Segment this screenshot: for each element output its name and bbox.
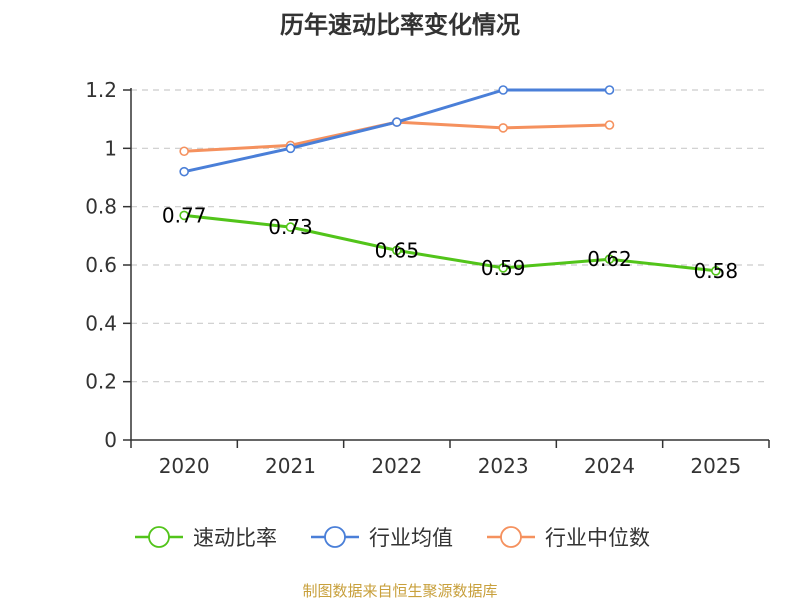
legend-item: 行业均值 [311, 526, 453, 550]
series-lines [179, 85, 721, 276]
legend-marker-icon [148, 526, 170, 548]
data-point-0 [179, 210, 189, 221]
source-note: 制图数据来自恒生聚源数据库 [302, 582, 497, 600]
data-label: 0.62 [587, 247, 632, 271]
data-point-2 [498, 123, 508, 133]
chart-title: 历年速动比率变化情况 [280, 11, 520, 39]
data-point-1 [392, 117, 402, 127]
x-tick-label: 2021 [265, 454, 316, 478]
series-line-0 [182, 213, 718, 273]
data-point-1 [179, 166, 189, 177]
series-line-1 [182, 88, 611, 174]
x-tick-label: 2022 [371, 454, 422, 478]
legend-marker-icon [500, 526, 522, 548]
legend-marker-icon [324, 526, 346, 548]
y-tick-label: 0 [104, 428, 117, 452]
legend-label: 行业均值 [369, 526, 453, 550]
y-tick-label: 0.4 [85, 311, 117, 335]
axes: 0 0.2 0.4 0.6 0.8 1 1.2 2020 2021 2022 2023 2024 202… [85, 78, 770, 478]
data-label: 0.59 [481, 256, 526, 280]
data-point-1 [604, 85, 615, 95]
x-tick-label: 2024 [584, 454, 635, 478]
data-point-0 [392, 245, 402, 256]
data-label: 0.58 [694, 259, 739, 283]
legend-label: 行业中位数 [545, 526, 650, 550]
data-point-1 [285, 143, 296, 154]
gridlines [131, 89, 769, 383]
y-tick-label: 0.6 [85, 253, 117, 277]
x-tick-label: 2025 [690, 454, 741, 478]
x-tick-label: 2023 [478, 454, 529, 478]
data-label: 0.65 [375, 238, 420, 262]
y-tick-label: 0.8 [85, 195, 117, 219]
x-tick-label: 2020 [159, 454, 210, 478]
data-point-2 [179, 146, 189, 157]
legend-label: 速动比率 [193, 526, 277, 550]
data-point-1 [498, 85, 508, 95]
data-label: 0.73 [268, 215, 313, 239]
data-point-0 [711, 266, 721, 276]
data-label: 0.77 [162, 203, 207, 227]
legend: 速动比率 行业均值 行业中位数 [135, 526, 650, 550]
y-tick-label: 0.2 [85, 370, 117, 394]
data-labels: 0.77 0.73 0.65 0.59 0.62 0.58 [162, 203, 738, 282]
legend-item: 行业中位数 [487, 526, 650, 550]
data-point-0 [498, 263, 508, 273]
y-tick-label: 1.2 [85, 78, 117, 102]
data-point-0 [285, 222, 296, 232]
y-tick-label: 1 [104, 136, 117, 160]
data-point-2 [604, 120, 615, 130]
legend-item: 速动比率 [135, 526, 277, 550]
data-point-0 [604, 254, 615, 264]
